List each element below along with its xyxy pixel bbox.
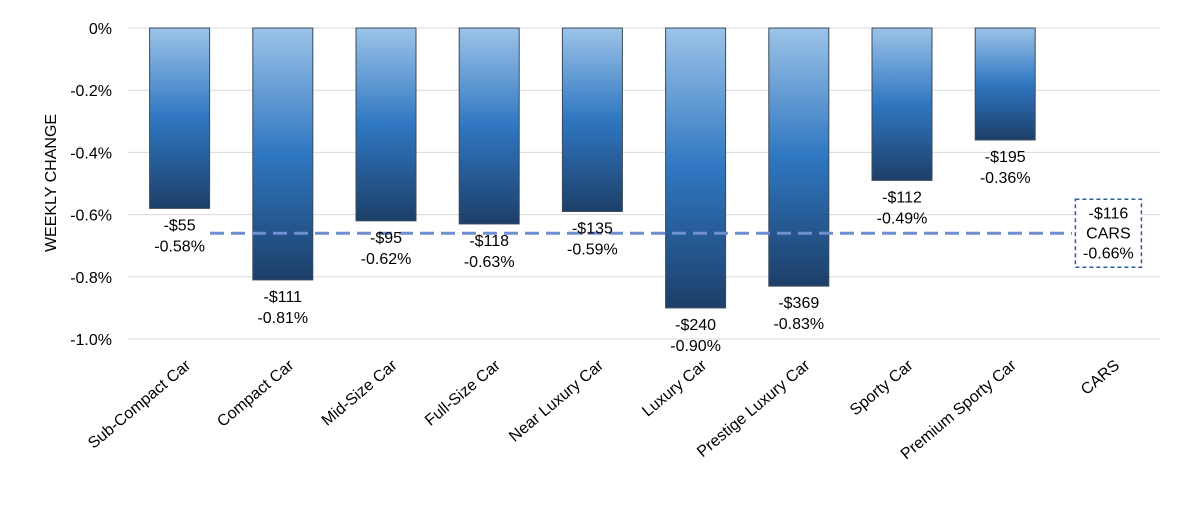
bar	[458, 27, 520, 225]
reference-callout-label: CARS	[1086, 225, 1130, 242]
reference-callout-label: -0.66%	[1083, 245, 1134, 262]
data-label-percent: -0.90%	[670, 338, 721, 355]
category-label: Sub-Compact Car	[85, 357, 195, 453]
data-label-percent: -0.36%	[980, 170, 1031, 187]
data-label-dollar: -$111	[264, 289, 303, 306]
category-label: Sporty Car	[847, 357, 917, 420]
data-label-dollar: -$135	[572, 220, 613, 237]
data-label-dollar: -$118	[469, 233, 509, 250]
data-label-dollar: -$195	[985, 149, 1026, 166]
data-label-percent: -0.83%	[773, 316, 824, 333]
data-label-dollar: -$112	[882, 189, 922, 206]
bar	[665, 27, 727, 309]
y-tick-label: -0.8%	[70, 270, 112, 287]
data-label-percent: -0.58%	[154, 238, 205, 255]
bar	[974, 27, 1036, 141]
y-tick-label: -0.4%	[70, 145, 112, 162]
y-tick-label: -0.2%	[70, 83, 112, 100]
category-label: Near Luxury Car	[506, 357, 607, 446]
data-label-percent: -0.63%	[464, 254, 515, 271]
reference-callout-box	[1074, 198, 1143, 269]
category-label: Luxury Car	[639, 357, 710, 421]
bar	[252, 27, 314, 281]
bar	[355, 27, 417, 222]
y-axis-title: WEEKLY CHANGE	[43, 114, 60, 252]
data-label-percent: -0.81%	[257, 310, 308, 327]
data-label-dollar: -$95	[370, 230, 402, 247]
data-label-dollar: -$55	[164, 217, 196, 234]
y-tick-label: -1.0%	[70, 332, 112, 349]
category-label: Prestige Luxury Car	[694, 357, 814, 461]
category-label: Compact Car	[214, 357, 298, 431]
data-label-percent: -0.49%	[877, 210, 928, 227]
data-label-dollar: -$240	[675, 317, 716, 334]
category-label: Mid-Size Car	[319, 357, 401, 430]
reference-callout-label: -$116	[1089, 205, 1129, 222]
bar	[871, 27, 933, 181]
data-label-percent: -0.62%	[361, 251, 412, 268]
bar	[768, 27, 830, 287]
category-label: Premium Sporty Car	[898, 357, 1020, 464]
data-label-dollar: -$369	[778, 295, 819, 312]
category-label: Full-Size Car	[422, 357, 504, 430]
data-label-percent: -0.59%	[567, 241, 618, 258]
bar	[561, 27, 623, 212]
y-tick-label: -0.6%	[70, 208, 112, 225]
category-label: CARS	[1078, 357, 1123, 399]
bar	[149, 27, 211, 209]
y-tick-label: 0%	[89, 21, 112, 38]
